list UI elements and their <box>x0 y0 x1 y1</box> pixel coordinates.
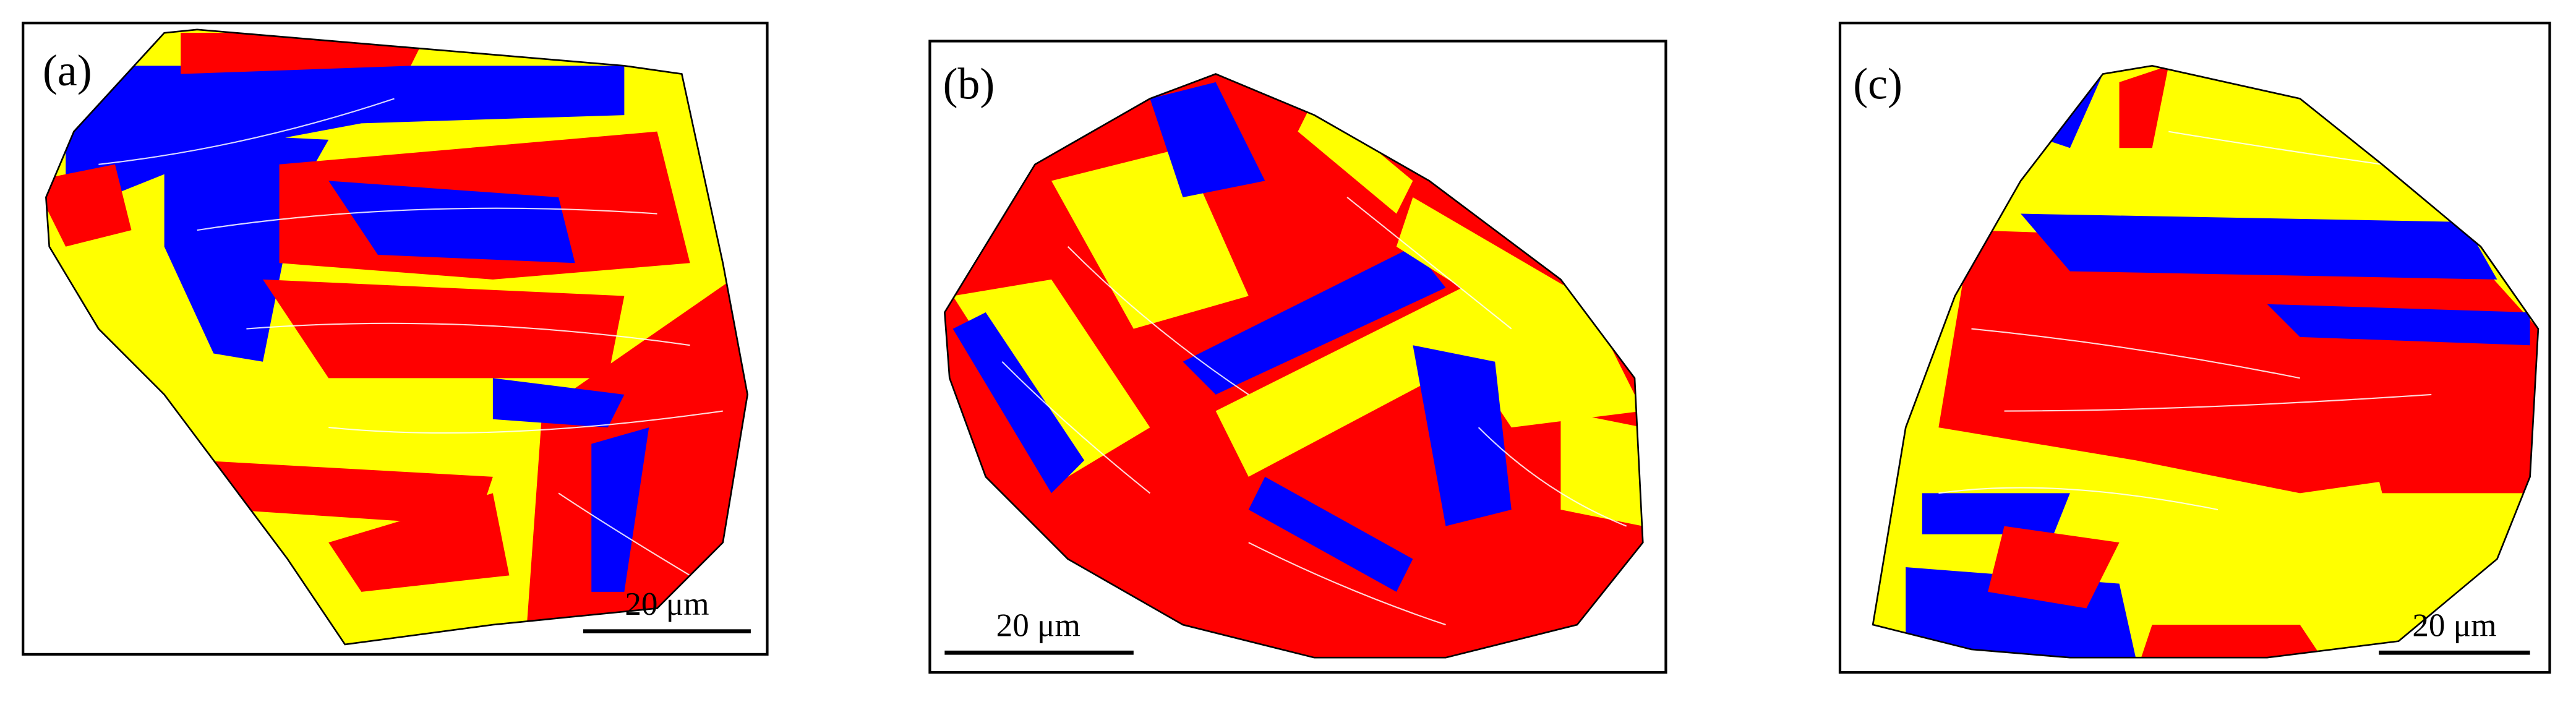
panel-label: (b) <box>943 59 995 108</box>
panel-b: (b) 20 μm <box>928 40 1667 674</box>
panel-a: (a) 20 μm <box>22 22 769 656</box>
scale-bar-label: 20 μm <box>625 586 709 622</box>
panel-label: (c) <box>1853 59 1902 108</box>
panel-frame <box>22 22 769 656</box>
grain-map <box>944 74 1643 658</box>
panel-frame <box>1838 22 2551 674</box>
scale-bar-label: 20 μm <box>2412 608 2496 644</box>
scale-bar-label: 20 μm <box>996 608 1080 644</box>
panel-frame <box>928 40 1667 674</box>
grain-map <box>1873 66 2538 658</box>
panel-label: (a) <box>43 46 92 95</box>
panel-c: (c) 20 μm <box>1838 22 2551 674</box>
